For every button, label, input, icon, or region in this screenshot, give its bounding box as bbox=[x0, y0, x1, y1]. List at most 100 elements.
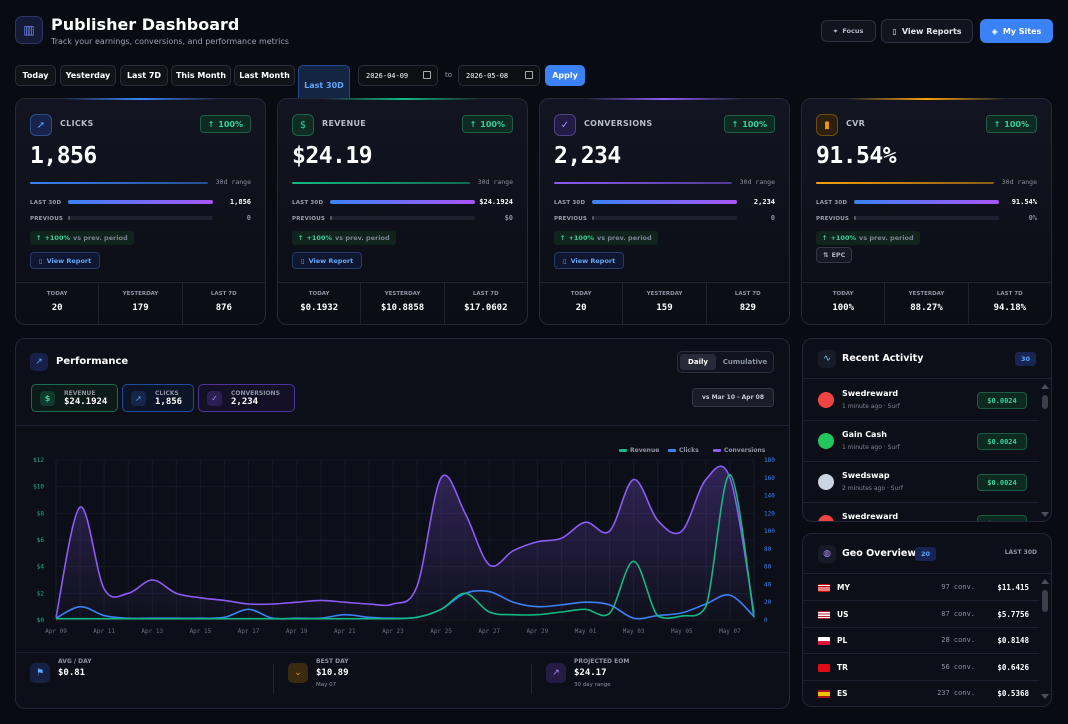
check-circle-icon: ✓ bbox=[554, 114, 576, 136]
stat-today: TODAY $0.1932 bbox=[300, 291, 339, 313]
layers-icon: ◈ bbox=[991, 26, 998, 36]
stat-last-7d: LAST 7D 94.18% bbox=[967, 283, 1051, 325]
range-line bbox=[816, 182, 994, 184]
kpi-card-revenue: $ REVENUE ↑ 100% $24.19 30d range LAST 30… bbox=[277, 98, 528, 325]
last-label: LAST 30D bbox=[554, 200, 586, 206]
last-label: LAST 30D bbox=[292, 200, 324, 206]
filter-last-month[interactable]: Last Month bbox=[234, 65, 295, 86]
activity-item[interactable]: Swedreward 1 minute ago · Surf $0.0024 bbox=[803, 380, 1039, 421]
my-sites-button[interactable]: ◈ My Sites bbox=[980, 19, 1053, 43]
x-tick-label: Apr 23 bbox=[382, 628, 404, 635]
x-tick-label: May 01 bbox=[575, 628, 597, 635]
metric-conversions[interactable]: ✓ CONVERSIONS 2,234 bbox=[198, 384, 295, 412]
activity-item[interactable]: Swedreward $0.0024 bbox=[803, 503, 1039, 521]
view-report-button[interactable]: ▯ View Report bbox=[30, 252, 101, 269]
activity-item[interactable]: Swedswap 2 minutes ago · Surf $0.0024 bbox=[803, 462, 1039, 503]
avg-per-day: ⚑ AVG / DAY $0.81 bbox=[30, 655, 270, 697]
epc-button[interactable]: ⇅ EPC bbox=[816, 247, 853, 263]
geo-row[interactable]: ES 237 conv. $0.5368 bbox=[803, 681, 1039, 706]
filter-yesterday[interactable]: Yesterday bbox=[60, 65, 116, 86]
last-label: LAST 30D bbox=[30, 200, 62, 206]
view-toggle: Daily Cumulative bbox=[677, 351, 774, 373]
metric-clicks[interactable]: ➚ CLICKS 1,856 bbox=[122, 384, 194, 412]
stack-icon bbox=[818, 392, 834, 408]
date-from-input[interactable]: 2026-04-09 bbox=[358, 65, 438, 86]
date-to-label: to bbox=[445, 71, 453, 79]
change-badge: ↑ 100% bbox=[199, 115, 251, 133]
series-line-revenue bbox=[56, 473, 755, 620]
filter-last-7d[interactable]: Last 7D bbox=[120, 65, 168, 86]
card-stats: TODAY 100% YESTERDAY 88.27% LAST 7D 94.18% bbox=[802, 283, 1051, 325]
geo-row[interactable]: MY 97 conv. $11.415 bbox=[803, 575, 1039, 601]
activity-count-badge: 30 bbox=[1014, 352, 1036, 366]
bar-chart-icon: ▥ bbox=[15, 16, 43, 44]
vs-previous-badge: ↑ +100% vs prev. period bbox=[554, 231, 658, 245]
page-title: Publisher Dashboard bbox=[51, 15, 240, 34]
y-left-tick-label: $6 bbox=[37, 537, 45, 544]
view-reports-button[interactable]: ▯ View Reports bbox=[881, 19, 973, 43]
scrollbar-thumb[interactable] bbox=[1042, 395, 1048, 409]
divider bbox=[16, 425, 789, 426]
scroll-down-arrow[interactable] bbox=[1041, 512, 1049, 517]
best-day: ⌄ BEST DAY $10.89 May 07 bbox=[288, 655, 528, 697]
scroll-up-arrow[interactable] bbox=[1041, 579, 1049, 584]
x-tick-label: May 05 bbox=[671, 628, 693, 635]
flag-icon: ⚑ bbox=[30, 663, 50, 683]
card-value: 2,234 bbox=[554, 143, 621, 169]
stat-last-7d: LAST 7D 876 bbox=[181, 283, 265, 325]
legend-conversions: Conversions bbox=[713, 447, 765, 454]
divider bbox=[16, 652, 789, 653]
document-icon: ▯ bbox=[39, 256, 43, 265]
range-line bbox=[292, 182, 470, 184]
performance-title: Performance bbox=[56, 356, 129, 367]
toggle-cumulative[interactable]: Cumulative bbox=[722, 358, 768, 366]
card-value: 91.54% bbox=[816, 143, 897, 169]
activity-item[interactable]: Gain Cash 1 minute ago · Surf $0.0024 bbox=[803, 421, 1039, 462]
scroll-up-arrow[interactable] bbox=[1041, 384, 1049, 389]
view-report-button[interactable]: ▯ View Report bbox=[554, 252, 625, 269]
card-value: 1,856 bbox=[30, 143, 97, 169]
last-progress-bar bbox=[68, 200, 213, 204]
focus-button[interactable]: ⌖ Focus bbox=[821, 20, 876, 42]
view-report-button[interactable]: ▯ View Report bbox=[292, 252, 363, 269]
x-tick-label: Apr 21 bbox=[334, 628, 356, 635]
scrollbar-thumb[interactable] bbox=[1042, 590, 1048, 612]
previous-value: 0 bbox=[770, 214, 775, 222]
card-value: $24.19 bbox=[292, 143, 373, 169]
filter-this-month[interactable]: This Month bbox=[171, 65, 231, 86]
apply-button[interactable]: Apply bbox=[545, 65, 585, 86]
geo-row[interactable]: US 87 conv. $5.7756 bbox=[803, 602, 1039, 628]
arrow-up-icon: ↑ bbox=[36, 234, 42, 242]
date-to-input[interactable]: 2026-05-08 bbox=[458, 65, 540, 86]
range-label: 30d range bbox=[477, 178, 513, 186]
y-right-tick-label: 0 bbox=[764, 617, 768, 624]
previous-label: PREVIOUS bbox=[30, 216, 64, 222]
range-label: 30d range bbox=[215, 178, 251, 186]
legend-clicks: Clicks bbox=[668, 447, 699, 454]
stat-yesterday: YESTERDAY 179 bbox=[98, 283, 181, 325]
metric-revenue[interactable]: $ REVENUE $24.1924 bbox=[31, 384, 118, 412]
range-label: 30d range bbox=[1001, 178, 1037, 186]
filter-today[interactable]: Today bbox=[15, 65, 56, 86]
x-tick-label: May 07 bbox=[719, 628, 741, 635]
cursor-icon: ➚ bbox=[131, 391, 146, 406]
range-label: 30d range bbox=[739, 178, 775, 186]
legend-revenue: Revenue bbox=[619, 447, 659, 454]
flag-icon bbox=[818, 690, 830, 698]
arrow-up-icon: ↑ bbox=[993, 119, 1001, 129]
arrow-up-icon: ↑ bbox=[822, 234, 828, 242]
geo-row[interactable]: TR 56 conv. $0.6426 bbox=[803, 655, 1039, 681]
last-value: 91.54% bbox=[1011, 198, 1037, 206]
chevron-down-icon: ⌄ bbox=[288, 663, 308, 683]
x-tick-label: Apr 13 bbox=[141, 628, 163, 635]
geo-row[interactable]: PL 28 conv. $0.8148 bbox=[803, 628, 1039, 654]
y-right-tick-label: 20 bbox=[764, 599, 772, 606]
document-icon: ▯ bbox=[301, 256, 305, 265]
card-stats: TODAY 20 YESTERDAY 179 LAST 7D 876 bbox=[16, 283, 265, 325]
scroll-down-arrow[interactable] bbox=[1041, 694, 1049, 699]
toggle-daily[interactable]: Daily bbox=[680, 354, 716, 370]
y-right-tick-label: 40 bbox=[764, 581, 772, 588]
x-tick-label: Apr 11 bbox=[93, 628, 115, 635]
vs-previous-badge: ↑ +100% vs prev. period bbox=[816, 231, 920, 245]
y-right-tick-label: 60 bbox=[764, 564, 772, 571]
